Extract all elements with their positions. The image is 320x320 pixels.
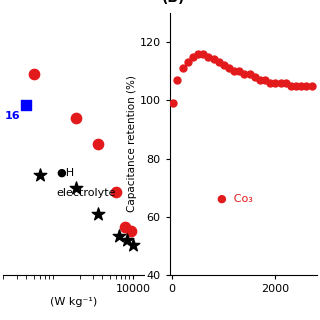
Point — [299, 83, 304, 88]
Point — [278, 80, 283, 85]
Point — [31, 71, 36, 76]
Point — [309, 83, 314, 88]
Point — [129, 229, 134, 234]
Text: ●  Co₃: ● Co₃ — [217, 194, 252, 204]
Point — [293, 83, 299, 88]
Point — [24, 102, 29, 107]
Point — [116, 233, 121, 238]
Text: electrolyte: electrolyte — [57, 188, 116, 198]
Point — [252, 74, 257, 79]
Point — [232, 68, 237, 74]
Point — [74, 115, 79, 120]
Point — [196, 51, 201, 56]
Point — [123, 225, 128, 230]
Point — [263, 77, 268, 83]
Text: (B): (B) — [162, 0, 186, 5]
Point — [95, 141, 100, 147]
Point — [74, 185, 79, 190]
Text: 16: 16 — [4, 111, 20, 121]
Point — [170, 100, 175, 106]
Point — [113, 189, 118, 195]
Point — [247, 71, 252, 76]
Point — [180, 66, 185, 71]
Y-axis label: Capacitance retention (%): Capacitance retention (%) — [127, 76, 137, 212]
Point — [221, 63, 226, 68]
Point — [288, 83, 293, 88]
Point — [130, 242, 135, 247]
Point — [227, 66, 232, 71]
Point — [283, 80, 288, 85]
Point — [37, 172, 42, 177]
X-axis label: (W kg⁻¹): (W kg⁻¹) — [50, 297, 97, 307]
Point — [185, 60, 190, 65]
Point — [268, 80, 273, 85]
Point — [125, 238, 130, 243]
Point — [304, 83, 309, 88]
Point — [242, 71, 247, 76]
Text: ●H: ●H — [57, 167, 75, 178]
Point — [237, 68, 242, 74]
Point — [216, 60, 221, 65]
Point — [175, 77, 180, 83]
Point — [95, 212, 100, 217]
Point — [273, 80, 278, 85]
Point — [201, 51, 206, 56]
Point — [190, 54, 196, 59]
Point — [206, 54, 211, 59]
Point — [211, 57, 216, 62]
Point — [257, 77, 262, 83]
